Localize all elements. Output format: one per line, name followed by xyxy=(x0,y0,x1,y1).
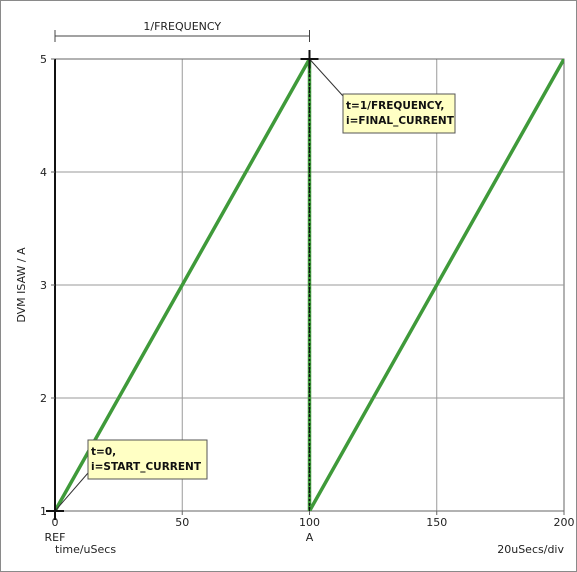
marker-lines: REF A xyxy=(45,59,314,544)
y-tick-label: 1 xyxy=(40,505,47,518)
callout: t=1/FREQUENCY, i=FINAL_CURRENT xyxy=(300,50,456,134)
dimension-label: 1/FREQUENCY xyxy=(143,20,221,33)
callout-leader xyxy=(309,58,344,97)
x-tick-label: 200 xyxy=(554,516,575,529)
callout: t=0, i=START_CURRENT xyxy=(46,439,208,520)
callout-box xyxy=(87,439,208,480)
callout-text: i=FINAL_CURRENT xyxy=(346,115,455,127)
y-tick-label: 5 xyxy=(40,53,47,66)
y-tick-label: 4 xyxy=(40,166,47,179)
x-tick-label: 0 xyxy=(52,516,59,529)
x-tick-labels: 0 50 100 150 200 xyxy=(52,511,575,529)
dimension-marker: 1/FREQUENCY xyxy=(54,20,310,42)
callout-text: i=START_CURRENT xyxy=(91,461,202,473)
callout-text: t=0, xyxy=(91,446,116,458)
y-tick-label: 2 xyxy=(40,392,47,405)
x-scale-label: 20uSecs/div xyxy=(497,543,564,556)
y-axis-label: DVM ISAW / A xyxy=(15,247,28,323)
x-tick-label: 50 xyxy=(175,516,189,529)
callout-leader xyxy=(54,472,89,512)
y-tick-label: 3 xyxy=(40,279,47,292)
callout-text: t=1/FREQUENCY, xyxy=(346,100,444,112)
callout-box xyxy=(342,93,456,134)
x-tick-label: 150 xyxy=(426,516,447,529)
marker-label-ref: REF xyxy=(45,531,66,544)
x-tick-label: 100 xyxy=(299,516,320,529)
callouts: t=0, i=START_CURRENT t=1/FREQUENCY, i=FINAL… xyxy=(46,50,456,520)
y-tick-labels: 1 2 3 4 5 xyxy=(40,53,55,518)
x-axis-label: time/uSecs xyxy=(55,543,116,556)
marker-label-a: A xyxy=(306,531,314,544)
